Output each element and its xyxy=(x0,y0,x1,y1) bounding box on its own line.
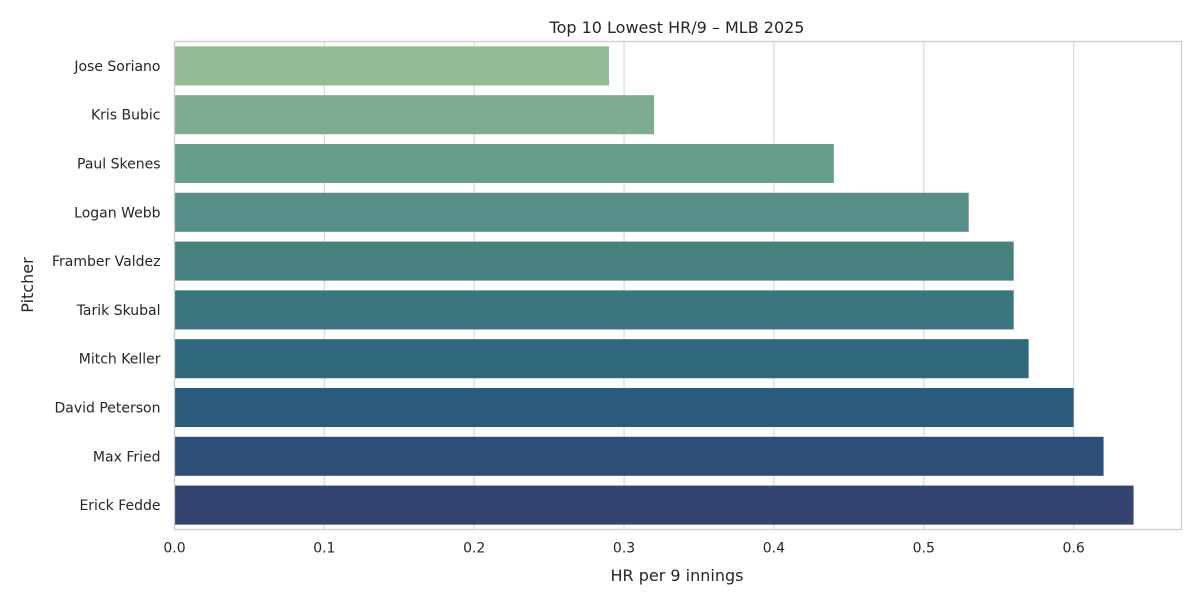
x-axis-label: HR per 9 innings xyxy=(611,566,744,585)
bar xyxy=(174,436,1104,476)
plot-frame xyxy=(173,40,1183,531)
bar xyxy=(174,387,1074,428)
bar xyxy=(174,241,1014,281)
bar xyxy=(174,46,610,86)
y-tick-label: David Peterson xyxy=(54,401,160,417)
bar xyxy=(174,95,655,135)
y-tick-labels: Jose Soriano Kris Bubic Paul Skenes Logan W… xyxy=(52,59,161,514)
x-tick-label: 0.6 xyxy=(1062,541,1084,557)
y-tick-label: Paul Skenes xyxy=(77,157,161,173)
bar xyxy=(174,143,834,184)
x-tick-label: 0.5 xyxy=(913,541,935,557)
x-tick-labels: 0.0 0.1 0.2 0.3 0.4 0.5 0.6 xyxy=(163,541,1084,557)
chart-title: Top 10 Lowest HR/9 – MLB 2025 xyxy=(549,18,805,37)
x-tick-label: 0.0 xyxy=(163,541,185,557)
y-tick-label: Framber Valdez xyxy=(52,254,161,270)
y-tick-label: Tarik Skubal xyxy=(76,303,161,319)
y-tick-label: Kris Bubic xyxy=(91,108,161,124)
y-tick-label: Logan Webb xyxy=(74,205,160,221)
x-tick-label: 0.2 xyxy=(463,541,485,557)
y-tick-label: Max Fried xyxy=(93,449,161,465)
x-tick-label: 0.3 xyxy=(613,541,635,557)
y-tick-label: Erick Fedde xyxy=(79,498,160,514)
bar xyxy=(174,339,1029,379)
x-tick-label: 0.1 xyxy=(313,541,335,557)
bars xyxy=(174,46,1134,525)
y-tick-label: Jose Soriano xyxy=(73,59,160,75)
bar xyxy=(174,290,1014,330)
bar xyxy=(174,485,1134,525)
y-axis-label: Pitcher xyxy=(18,257,37,313)
y-tick-label: Mitch Keller xyxy=(79,352,161,368)
bar xyxy=(174,192,969,232)
x-tick-label: 0.4 xyxy=(763,541,785,557)
